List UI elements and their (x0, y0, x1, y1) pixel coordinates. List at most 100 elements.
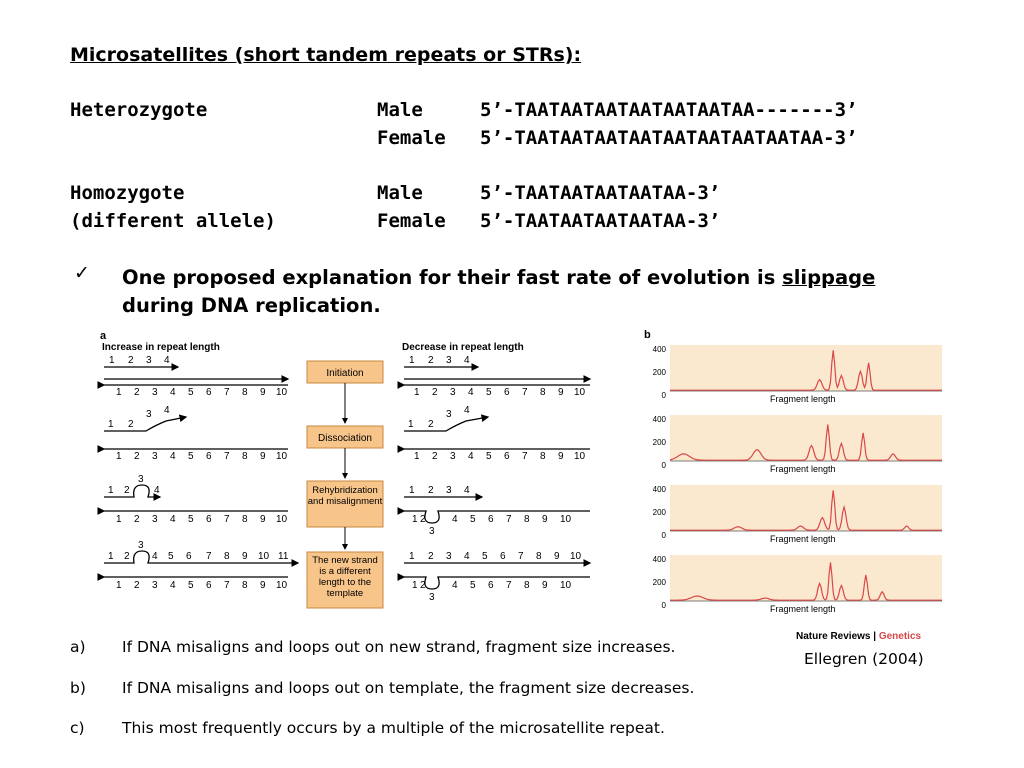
num: 2 (420, 580, 426, 591)
step-dissociation: Dissociation (318, 433, 372, 444)
num: 6 (504, 387, 510, 398)
ytick-label: 400 (653, 485, 667, 494)
num: 1 (116, 387, 122, 398)
num: 10 (570, 551, 582, 562)
num: 3 (138, 474, 144, 485)
num: 7 (224, 514, 230, 525)
num: 2 (124, 485, 130, 496)
left-strands (97, 363, 300, 581)
num: 4 (170, 580, 176, 591)
note-letter-a: a) (70, 638, 86, 656)
num: 1 (412, 514, 418, 525)
right-strands (397, 363, 592, 590)
ytick-label: 0 (662, 391, 667, 400)
num: 8 (540, 451, 546, 462)
num: 8 (242, 514, 248, 525)
num: 2 (428, 355, 434, 366)
electropherogram-traces: 400 200 0 Fragment length 400 200 0 Fragment le… (653, 345, 942, 614)
num: 3 (152, 387, 158, 398)
hom-female-seq: 5’-TAATAATAATAATAA-3’ (480, 210, 721, 232)
num: 4 (464, 355, 470, 366)
het-female-sex: Female (377, 127, 446, 149)
num: 4 (170, 514, 176, 525)
step-column: Initiation Dissociation Rehybridization … (306, 360, 384, 609)
num: 9 (558, 451, 564, 462)
num: 8 (242, 451, 248, 462)
step-new-strand: The new strand is a different length to … (312, 555, 378, 599)
num: 3 (429, 526, 435, 537)
ytick-label: 400 (653, 415, 667, 424)
note-text-c: This most frequently occurs by a multipl… (122, 719, 665, 737)
num: 9 (542, 514, 548, 525)
hom-female-sex: Female (377, 210, 446, 232)
num: 9 (260, 580, 266, 591)
num: 6 (186, 551, 192, 562)
num: 8 (524, 580, 530, 591)
credit-journal: Nature Reviews (796, 631, 871, 642)
num: 2 (428, 485, 434, 496)
num: 5 (188, 514, 194, 525)
num: 1 (116, 451, 122, 462)
num: 1 (108, 485, 114, 496)
figure-panel-a: a Increase in repeat length Decrease in … (97, 330, 592, 609)
num: 7 (224, 580, 230, 591)
num: 2 (134, 514, 140, 525)
xlabel: Fragment length (770, 394, 836, 404)
num: 4 (154, 485, 160, 496)
note-text-a: If DNA misaligns and loops out on new st… (122, 638, 676, 656)
num: 5 (188, 387, 194, 398)
hom-label: Homozygote (70, 182, 185, 204)
credit-separator: | (870, 631, 878, 642)
num: 3 (446, 551, 452, 562)
num: 7 (506, 514, 512, 525)
slide-title: Microsatellites (short tandem repeats or… (70, 44, 582, 66)
num: 3 (429, 592, 435, 603)
num: 8 (540, 387, 546, 398)
num: 8 (242, 387, 248, 398)
step-box-rehybridization (306, 480, 384, 528)
num: 4 (452, 580, 458, 591)
num: 1 (408, 419, 414, 430)
figure-panel-b: b 400 200 0 Fragment length 400 200 0 Fragment … (644, 329, 942, 642)
num: 9 (242, 551, 248, 562)
note-letter-c: c) (70, 719, 85, 737)
ytick-label: 0 (662, 531, 667, 540)
bullet-text-after: during DNA replication. (122, 294, 381, 317)
num: 4 (468, 451, 474, 462)
num: 7 (522, 387, 528, 398)
num: 3 (152, 580, 158, 591)
num: 1 (412, 580, 418, 591)
num: 2 (128, 355, 134, 366)
step-initiation: Initiation (326, 368, 363, 379)
num: 4 (170, 387, 176, 398)
ytick-label: 200 (653, 438, 667, 447)
note-text-b: If DNA misaligns and loops out on templa… (122, 679, 695, 697)
num: 10 (276, 514, 288, 525)
num: 4 (152, 551, 158, 562)
trace-line (669, 424, 942, 461)
num: 5 (470, 514, 476, 525)
het-male-seq: 5’-TAATAATAATAATAATAATAA-------3’ (480, 99, 858, 121)
num: 6 (206, 387, 212, 398)
num: 2 (432, 387, 438, 398)
num: 5 (168, 551, 174, 562)
step-box-new-strand (306, 551, 384, 609)
num: 4 (452, 514, 458, 525)
num: 7 (506, 580, 512, 591)
num: 3 (152, 451, 158, 462)
num: 10 (574, 387, 586, 398)
num: 9 (542, 580, 548, 591)
ytick-label: 200 (653, 578, 667, 587)
bullet-text: One proposed explanation for their fast … (122, 264, 952, 320)
num: 3 (450, 387, 456, 398)
hom-sublabel: (different allele) (70, 210, 276, 232)
trace-background (670, 485, 942, 531)
num: 1 (116, 580, 122, 591)
xlabel: Fragment length (770, 464, 836, 474)
checkmark-icon: ✓ (74, 262, 90, 284)
trace-background (670, 415, 942, 461)
num: 2 (134, 387, 140, 398)
increase-heading: Increase in repeat length (102, 342, 220, 353)
num: 5 (188, 580, 194, 591)
num: 1 (414, 451, 420, 462)
